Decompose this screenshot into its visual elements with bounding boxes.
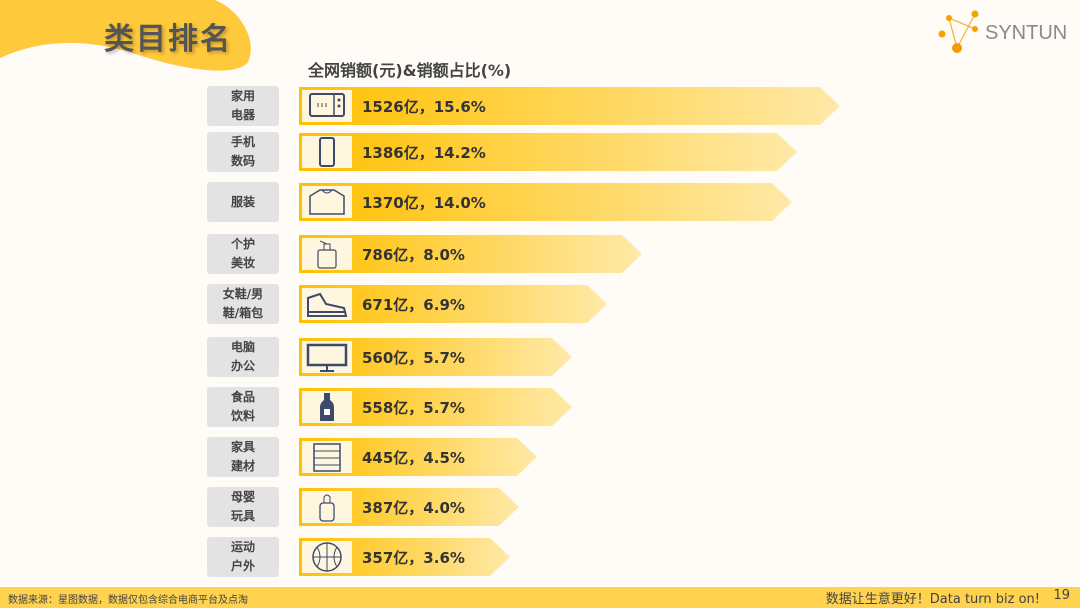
data-label: 1386亿，14.2% xyxy=(362,144,486,162)
data-label: 1526亿，15.6% xyxy=(362,98,486,116)
lotion-bottle-icon xyxy=(302,238,352,270)
page-number: 19 xyxy=(1053,588,1070,603)
basketball-icon xyxy=(302,541,352,573)
data-label: 357亿，3.6% xyxy=(362,549,465,567)
slogan: 数据让生意更好！Data turn biz on! xyxy=(825,592,1040,607)
category-label: 运动 户外 xyxy=(207,537,279,577)
bar xyxy=(299,388,572,426)
data-label: 558亿，5.7% xyxy=(362,399,465,417)
bar-row: 个护 美妆 786亿，8.0% xyxy=(0,234,1080,274)
data-label: 445亿，4.5% xyxy=(362,449,465,467)
bar-row: 服装 1370亿，14.0% xyxy=(0,182,1080,222)
data-source: 数据来源：星图数据，数据仅包含综合电商平台及点淘 xyxy=(8,595,248,606)
title-blob xyxy=(0,0,251,71)
bar xyxy=(299,488,519,526)
page-title: 类目排名 xyxy=(104,22,232,57)
bar-row: 家用 电器 1526亿，15.6% xyxy=(0,86,1080,126)
monitor-icon xyxy=(302,341,352,373)
bar-row: 运动 户外 357亿，3.6% xyxy=(0,537,1080,577)
bar-row: 手机 数码 1386亿，14.2% xyxy=(0,132,1080,172)
category-label: 手机 数码 xyxy=(207,132,279,172)
chart-title: 全网销额(元)&销额占比(%) xyxy=(308,61,512,80)
sweater-icon xyxy=(302,186,352,218)
bar-row: 电脑 办公 560亿，5.7% xyxy=(0,337,1080,377)
bar xyxy=(299,183,792,221)
category-label: 电脑 办公 xyxy=(207,337,279,377)
data-label: 786亿，8.0% xyxy=(362,246,465,264)
category-label: 家用 电器 xyxy=(207,86,279,126)
bar-row: 家具 建材 445亿，4.5% xyxy=(0,437,1080,477)
category-label: 母婴 玩具 xyxy=(207,487,279,527)
category-label: 女鞋/男 鞋/箱包 xyxy=(207,284,279,324)
bar xyxy=(299,235,642,273)
drink-bottle-icon xyxy=(302,391,352,423)
syntun-logo xyxy=(938,10,979,53)
cabinet-icon xyxy=(302,441,352,473)
data-label: 671亿，6.9% xyxy=(362,296,465,314)
phone-icon xyxy=(302,136,352,168)
bar xyxy=(299,133,797,171)
bar-row: 食品 饮料 558亿，5.7% xyxy=(0,387,1080,427)
category-label: 家具 建材 xyxy=(207,437,279,477)
category-label: 个护 美妆 xyxy=(207,234,279,274)
bar xyxy=(299,285,607,323)
microwave-icon xyxy=(302,90,352,122)
category-label: 食品 饮料 xyxy=(207,387,279,427)
sneaker-icon xyxy=(302,288,352,320)
bar xyxy=(299,438,537,476)
bar-row: 女鞋/男 鞋/箱包 671亿，6.9% xyxy=(0,284,1080,324)
logo-text: SYNTUN xyxy=(985,22,1068,44)
baby-bottle-icon xyxy=(302,491,352,523)
bar-row: 母婴 玩具 387亿，4.0% xyxy=(0,487,1080,527)
data-label: 1370亿，14.0% xyxy=(362,194,486,212)
data-label: 387亿，4.0% xyxy=(362,499,465,517)
data-label: 560亿，5.7% xyxy=(362,349,465,367)
category-label: 服装 xyxy=(207,182,279,222)
bar xyxy=(299,338,572,376)
bar xyxy=(299,87,840,125)
footer: 数据来源：星图数据，数据仅包含综合电商平台及点淘 数据让生意更好！Data tu… xyxy=(0,587,1080,608)
